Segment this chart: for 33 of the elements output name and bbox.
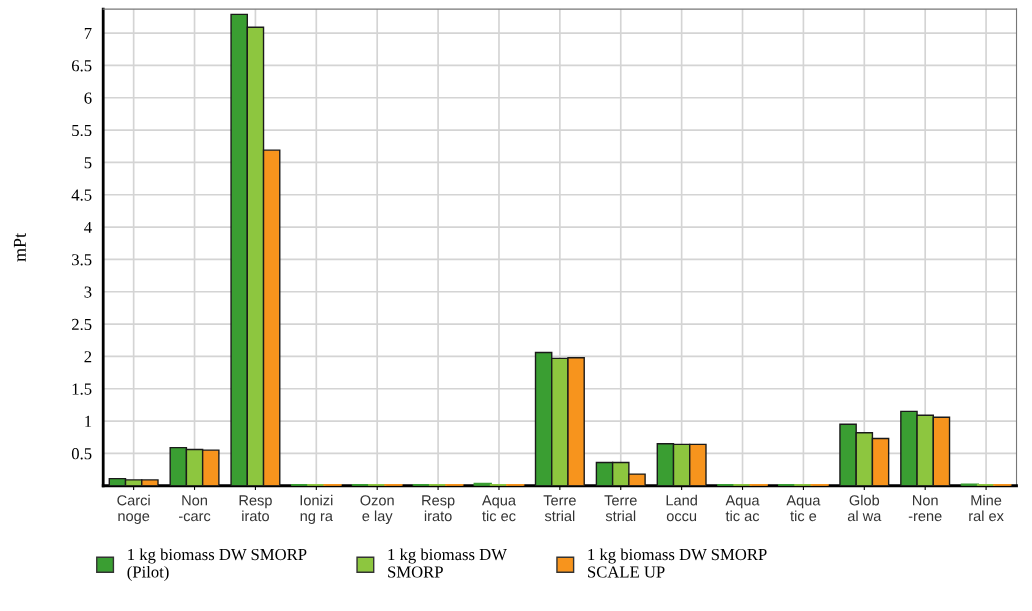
x-tick-label: Resp irato <box>239 495 272 522</box>
x-tick-label: Terre strial <box>604 495 637 522</box>
y-tick-label: 1.5 <box>72 383 92 395</box>
y-tick-label: 5.5 <box>72 124 92 137</box>
y-tick-label: 3.5 <box>72 254 92 266</box>
x-tick-label: Land occu <box>666 494 697 522</box>
y-tick-label: 5 <box>84 157 92 169</box>
x-tick-label: Aqua tic ac <box>725 495 760 522</box>
legend-label: 1 kg biomass DW SMORP (Pilot) <box>127 548 307 581</box>
x-tick-label: Ozon e lay <box>360 495 394 525</box>
x-tick-label: Ionizi ng ra <box>300 494 333 525</box>
y-tick-label: 3 <box>84 286 92 298</box>
y-tick-label: 2.5 <box>71 318 92 331</box>
y-tick-label: 1 <box>85 415 92 427</box>
x-tick-label: Terre strial <box>543 495 576 522</box>
x-tick-label: Glob al wa <box>847 494 882 522</box>
x-tick-label: Carci noge <box>117 494 150 525</box>
y-tick-label: 4 <box>84 221 92 233</box>
y-tick-label: 7 <box>84 27 92 39</box>
x-tick-label: Non -rene <box>908 495 942 522</box>
legend-label: 1 kg biomass DW SMORP <box>388 548 507 578</box>
y-tick-label: 2 <box>84 351 92 363</box>
y-tick-label: 4.5 <box>71 189 92 201</box>
x-tick-label: Mine ral ex <box>969 494 1004 522</box>
x-tick-label: Aqua tic e <box>786 495 821 522</box>
y-axis-title: mPt <box>13 233 26 262</box>
legend-label: 1 kg biomass DW SMORP SCALE UP <box>588 548 767 578</box>
y-tick-label: 6.5 <box>71 60 92 72</box>
y-tick-label: 0.5 <box>71 448 92 460</box>
x-tick-label: Non -carc <box>178 495 211 522</box>
y-tick-label: 6 <box>84 92 92 104</box>
x-tick-label: Resp irato <box>422 495 455 522</box>
x-tick-label: Aqua tic ec <box>481 495 516 522</box>
